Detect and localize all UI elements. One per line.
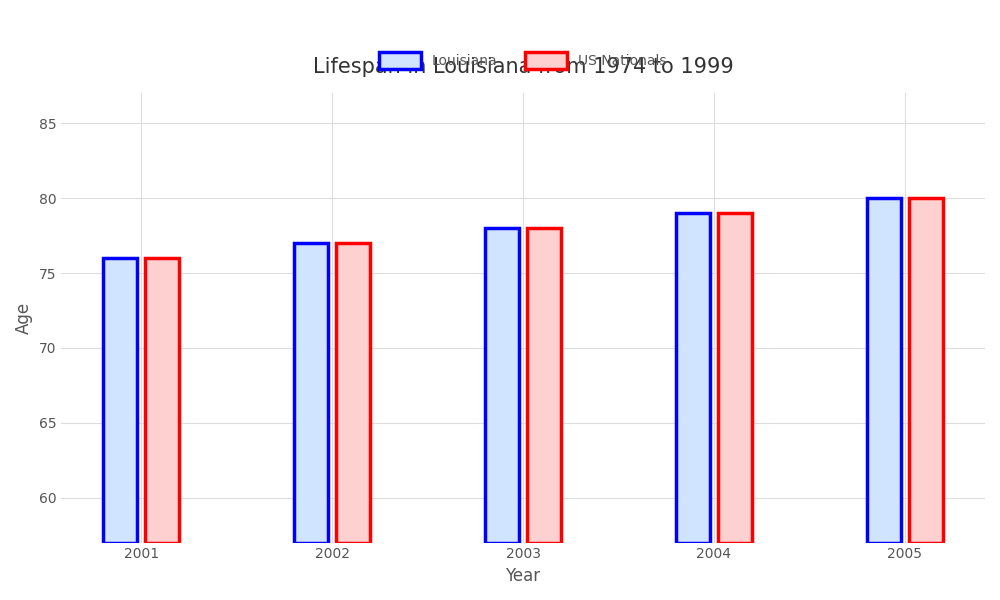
Bar [103, 258, 137, 542]
Bar [527, 228, 561, 542]
Bar [867, 198, 901, 542]
Bar [485, 228, 519, 542]
Legend: Louisiana, US Nationals: Louisiana, US Nationals [374, 47, 672, 74]
Title: Lifespan in Louisiana from 1974 to 1999: Lifespan in Louisiana from 1974 to 1999 [313, 56, 733, 77]
Bar [145, 258, 179, 542]
Y-axis label: Age: Age [15, 302, 33, 334]
Bar [676, 213, 710, 542]
Bar [909, 198, 943, 542]
X-axis label: Year: Year [505, 567, 541, 585]
Bar [294, 243, 328, 542]
Bar [336, 243, 370, 542]
Bar [718, 213, 752, 542]
